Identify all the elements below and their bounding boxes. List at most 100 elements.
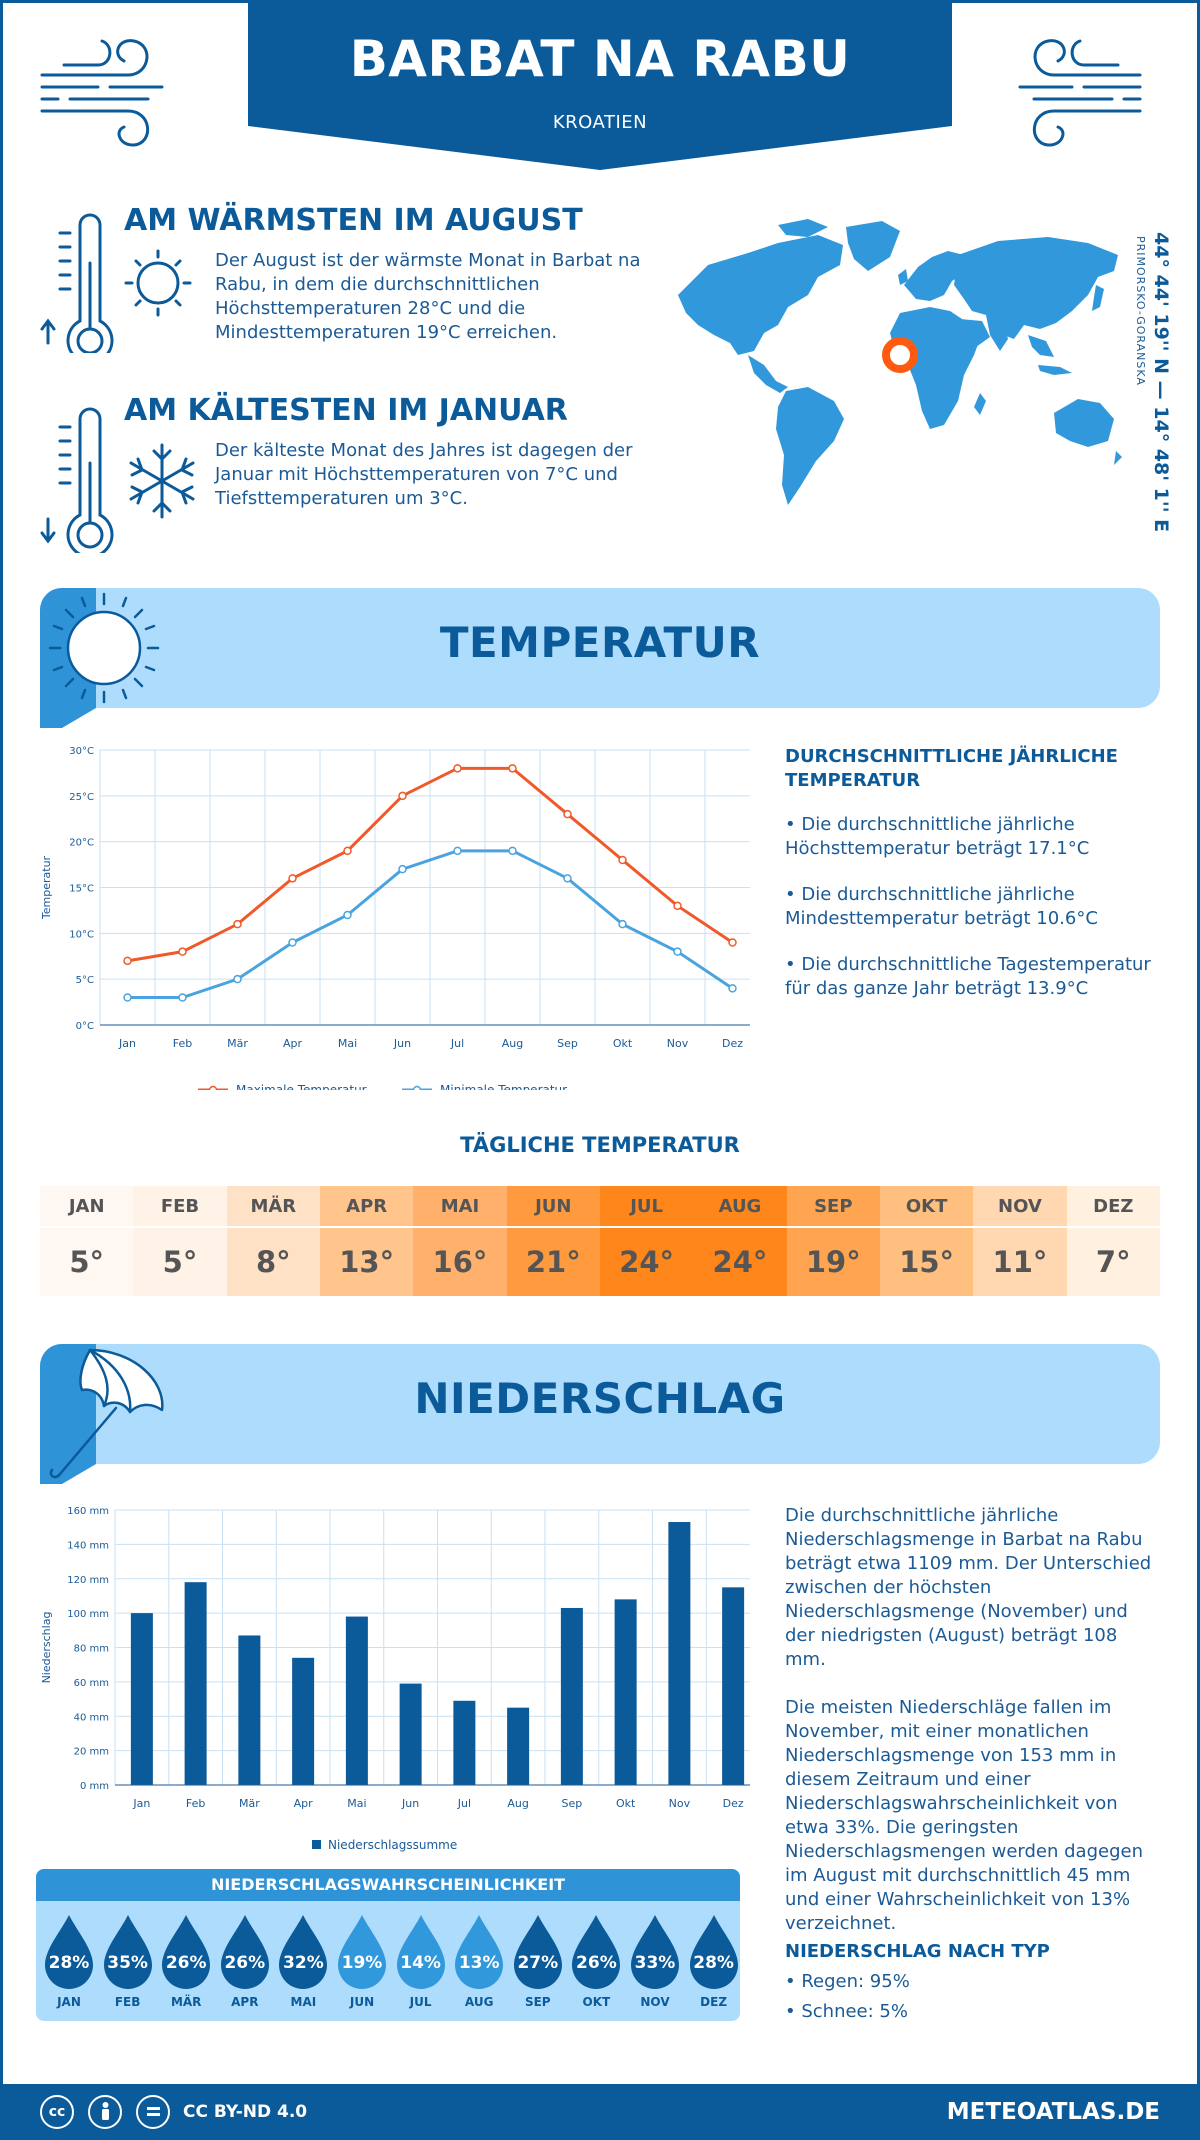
daily-temperature-value: 15° <box>879 1226 974 1296</box>
raindrop-icon <box>396 1915 445 1989</box>
x-tick-label: Mär <box>239 1797 260 1810</box>
precipitation-section-title: NIEDERSCHLAG <box>414 1374 786 1423</box>
data-point <box>508 764 517 773</box>
daily-temperature-value: 19° <box>786 1226 880 1296</box>
daily-month-label: SEP <box>814 1195 853 1217</box>
data-point <box>728 984 737 993</box>
precipitation-bar <box>453 1700 476 1785</box>
probability-month-label: OKT <box>582 1995 611 2009</box>
daily-temperature-value: 7° <box>1066 1226 1160 1296</box>
cc-icon: cc <box>40 2095 74 2129</box>
precipitation-bar <box>292 1657 315 1785</box>
y-tick-label: 120 mm <box>67 1575 109 1586</box>
x-tick-label: Mär <box>227 1037 248 1050</box>
probability-value: 27% <box>517 1953 559 1973</box>
legend-marker <box>412 1085 422 1090</box>
y-tick-label: 40 mm <box>74 1712 109 1723</box>
daily-month-label: OKT <box>905 1195 948 1217</box>
probability-month-label: JUL <box>409 1995 432 2009</box>
probability-drop: 19% JUN <box>333 1913 391 2009</box>
daily-month-label: JUN <box>535 1195 572 1217</box>
y-tick-label: 25°C <box>69 792 94 803</box>
probability-month-label: JUN <box>349 1995 375 2009</box>
precipitation-section-header: NIEDERSCHLAG <box>40 1344 1160 1484</box>
data-point <box>728 938 737 947</box>
data-point <box>233 919 242 929</box>
wind-icon <box>1018 39 1142 147</box>
temperature-chart: 0°C 5°C 10°C 15°C 20°C 25°C 30°C Jan Feb Mär Apr Ma… <box>40 746 750 1090</box>
x-tick-label: Mai <box>347 1797 366 1810</box>
precipitation-bar <box>722 1587 745 1785</box>
daily-temperature-value: 13° <box>319 1226 414 1296</box>
temperature-summary: DURCHSCHNITTLICHE JÄHRLICHE TEMPERATUR •… <box>785 745 1165 1001</box>
raindrop-icon <box>572 1915 621 1989</box>
daily-month-label: FEB <box>160 1195 200 1217</box>
y-tick-label: 0°C <box>76 1021 94 1032</box>
license-label[interactable]: CC BY-ND 4.0 <box>183 2102 308 2122</box>
data-point <box>673 947 682 956</box>
daily-temperature-cell: FEB 5° <box>133 1186 227 1296</box>
probability-value: 19% <box>341 1953 383 1973</box>
country-label: KROATIEN <box>552 112 648 133</box>
probability-value: 28% <box>693 1953 734 1973</box>
data-point <box>618 919 627 929</box>
precipitation-type-rain: • Regen: 95% <box>785 1971 910 1992</box>
probability-value: 35% <box>107 1953 148 1973</box>
x-tick-label: Dez <box>722 1037 743 1050</box>
attribution-icon <box>88 2095 122 2129</box>
daily-temperature-value: 24° <box>693 1226 787 1296</box>
probability-value: 32% <box>283 1953 324 1973</box>
probability-value: 13% <box>458 1953 500 1973</box>
x-tick-label: Apr <box>283 1037 303 1050</box>
x-tick-label: Nov <box>667 1037 689 1050</box>
legend-swatch <box>312 1840 321 1849</box>
precipitation-bar <box>345 1616 368 1785</box>
precipitation-chart: 0 mm 20 mm 40 mm 60 mm 80 mm 100 mm 120 mm 140 … <box>40 1506 750 1852</box>
coldest-title: AM KÄLTESTEN IM JANUAR <box>124 393 568 428</box>
data-point <box>288 938 297 947</box>
site-link[interactable]: METEOATLAS.DE <box>946 2099 1160 2125</box>
raindrop-icon <box>162 1915 211 1989</box>
warmest-block: AM WÄRMSTEN IM AUGUST Der August ist der… <box>36 203 641 363</box>
header-banner-shape <box>248 0 952 170</box>
precipitation-bar <box>507 1707 530 1785</box>
probability-value: 33% <box>634 1953 676 1973</box>
thermometer-warm-icon <box>40 213 192 353</box>
temperature-bullet-max: • Die durchschnittliche jährliche Höchst… <box>785 814 1090 859</box>
temperature-section-title: TEMPERATUR <box>439 618 761 667</box>
series-line-min <box>127 849 734 999</box>
probability-drop: 13% AUG <box>450 1913 508 2009</box>
y-tick-label: 20 mm <box>74 1747 109 1758</box>
y-axis-label: Temperatur <box>40 855 53 920</box>
y-tick-label: 80 mm <box>74 1644 109 1655</box>
x-tick-label: Feb <box>186 1797 205 1810</box>
raindrop-icon <box>455 1915 504 1989</box>
raindrop-icon <box>513 1915 562 1989</box>
daily-temperature-cell: JAN 5° <box>40 1186 134 1296</box>
raindrop-icon <box>279 1915 328 1989</box>
x-tick-label: Jun <box>401 1797 419 1810</box>
probability-drop: 26% OKT <box>567 1913 625 2009</box>
data-point <box>233 974 242 984</box>
y-tick-label: 10°C <box>69 929 94 940</box>
probability-value: 28% <box>48 1953 90 1973</box>
temperature-bullet-avg: • Die durchschnittliche Tagestemperatur … <box>785 954 1151 999</box>
daily-month-label: JUL <box>630 1195 664 1217</box>
temperature-summary-title: DURCHSCHNITTLICHE JÄHRLICHE TEMPERATUR <box>785 746 1118 791</box>
data-point <box>398 791 407 801</box>
warmest-title: AM WÄRMSTEN IM AUGUST <box>124 203 583 238</box>
x-tick-label: Jun <box>393 1037 411 1050</box>
daily-temperature-cell: DEZ 7° <box>1066 1186 1160 1296</box>
probability-value: 26% <box>224 1953 266 1973</box>
y-tick-label: 100 mm <box>67 1609 109 1620</box>
probability-month-label: MAI <box>290 1995 317 2009</box>
data-point <box>123 993 132 1002</box>
no-derivatives-icon <box>136 2095 170 2129</box>
raindrop-icon <box>689 1915 738 1989</box>
x-tick-label: Jul <box>457 1797 471 1810</box>
raindrop-icon <box>338 1915 386 1989</box>
y-tick-label: 30°C <box>69 746 94 757</box>
y-tick-label: 60 mm <box>74 1678 109 1689</box>
sun-icon <box>40 588 160 728</box>
precipitation-bar <box>614 1599 637 1785</box>
